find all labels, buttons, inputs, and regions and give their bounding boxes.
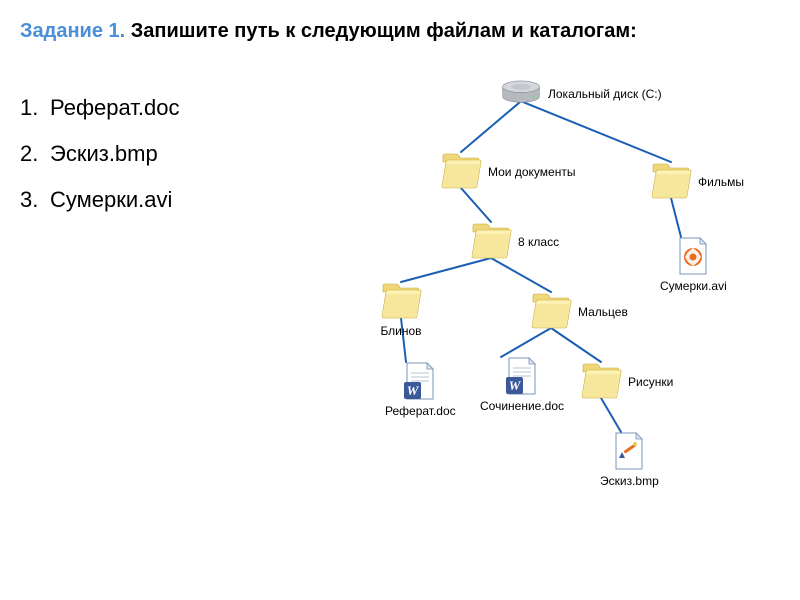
tree-node-films: Фильмы (650, 160, 744, 202)
doc-file-icon: W (501, 355, 543, 397)
tree-node-eskiz: Эскиз.bmp (600, 430, 659, 488)
drive-icon (500, 80, 542, 105)
list-text: Сумерки.avi (50, 177, 172, 223)
list-item: 3. Сумерки.avi (20, 177, 180, 223)
list-num: 2. (20, 131, 50, 177)
tree-node-root: Локальный диск (C:) (500, 80, 662, 105)
avi-file-icon (672, 235, 714, 277)
tree-node-blinov: Блинов (380, 280, 422, 338)
tree-node-label: Мои документы (488, 165, 575, 179)
tree-node-docs: Мои документы (440, 150, 575, 192)
bmp-file-icon (608, 430, 650, 472)
tree-node-label: Рисунки (628, 375, 673, 389)
folder-icon (580, 360, 622, 402)
tree-node-label: Реферат.doc (385, 404, 456, 418)
tree-node-label: Сочинение.doc (480, 399, 564, 413)
list-num: 3. (20, 177, 50, 223)
tree-node-class8: 8 класс (470, 220, 559, 262)
doc-file-icon: W (399, 360, 441, 402)
list-text: Эскиз.bmp (50, 131, 158, 177)
tree-node-sochin: W Сочинение.doc (480, 355, 564, 413)
tree-node-sumerki: Сумерки.avi (660, 235, 727, 293)
task-list: 1. Реферат.doc 2. Эскиз.bmp 3. Сумерки.a… (20, 85, 180, 224)
folder-icon (440, 150, 482, 192)
folder-icon (650, 160, 692, 202)
tree-node-label: Блинов (380, 324, 421, 338)
title-prefix: Задание 1. (20, 20, 125, 42)
tree-node-label: Фильмы (698, 175, 744, 189)
list-text: Реферат.doc (50, 85, 180, 131)
title-rest: Запишите путь к следующим файлам и катал… (125, 20, 637, 42)
svg-text:W: W (407, 383, 420, 398)
folder-icon (470, 220, 512, 262)
tree-node-label: 8 класс (518, 235, 559, 249)
svg-text:W: W (509, 378, 522, 393)
task-title: Задание 1. Запишите путь к следующим фай… (20, 20, 637, 43)
folder-icon (380, 280, 422, 322)
tree-node-label: Эскиз.bmp (600, 474, 659, 488)
tree-node-label: Мальцев (578, 305, 628, 319)
list-item: 2. Эскиз.bmp (20, 131, 180, 177)
tree-node-maltsev: Мальцев (530, 290, 628, 332)
tree-node-label: Локальный диск (C:) (548, 87, 662, 101)
tree-node-referat: W Реферат.doc (385, 360, 456, 418)
file-tree-diagram: Локальный диск (C:) Мои документы Фильмы… (300, 70, 790, 470)
tree-node-risunki: Рисунки (580, 360, 673, 402)
folder-icon (530, 290, 572, 332)
tree-node-label: Сумерки.avi (660, 279, 727, 293)
list-item: 1. Реферат.doc (20, 85, 180, 131)
list-num: 1. (20, 85, 50, 131)
